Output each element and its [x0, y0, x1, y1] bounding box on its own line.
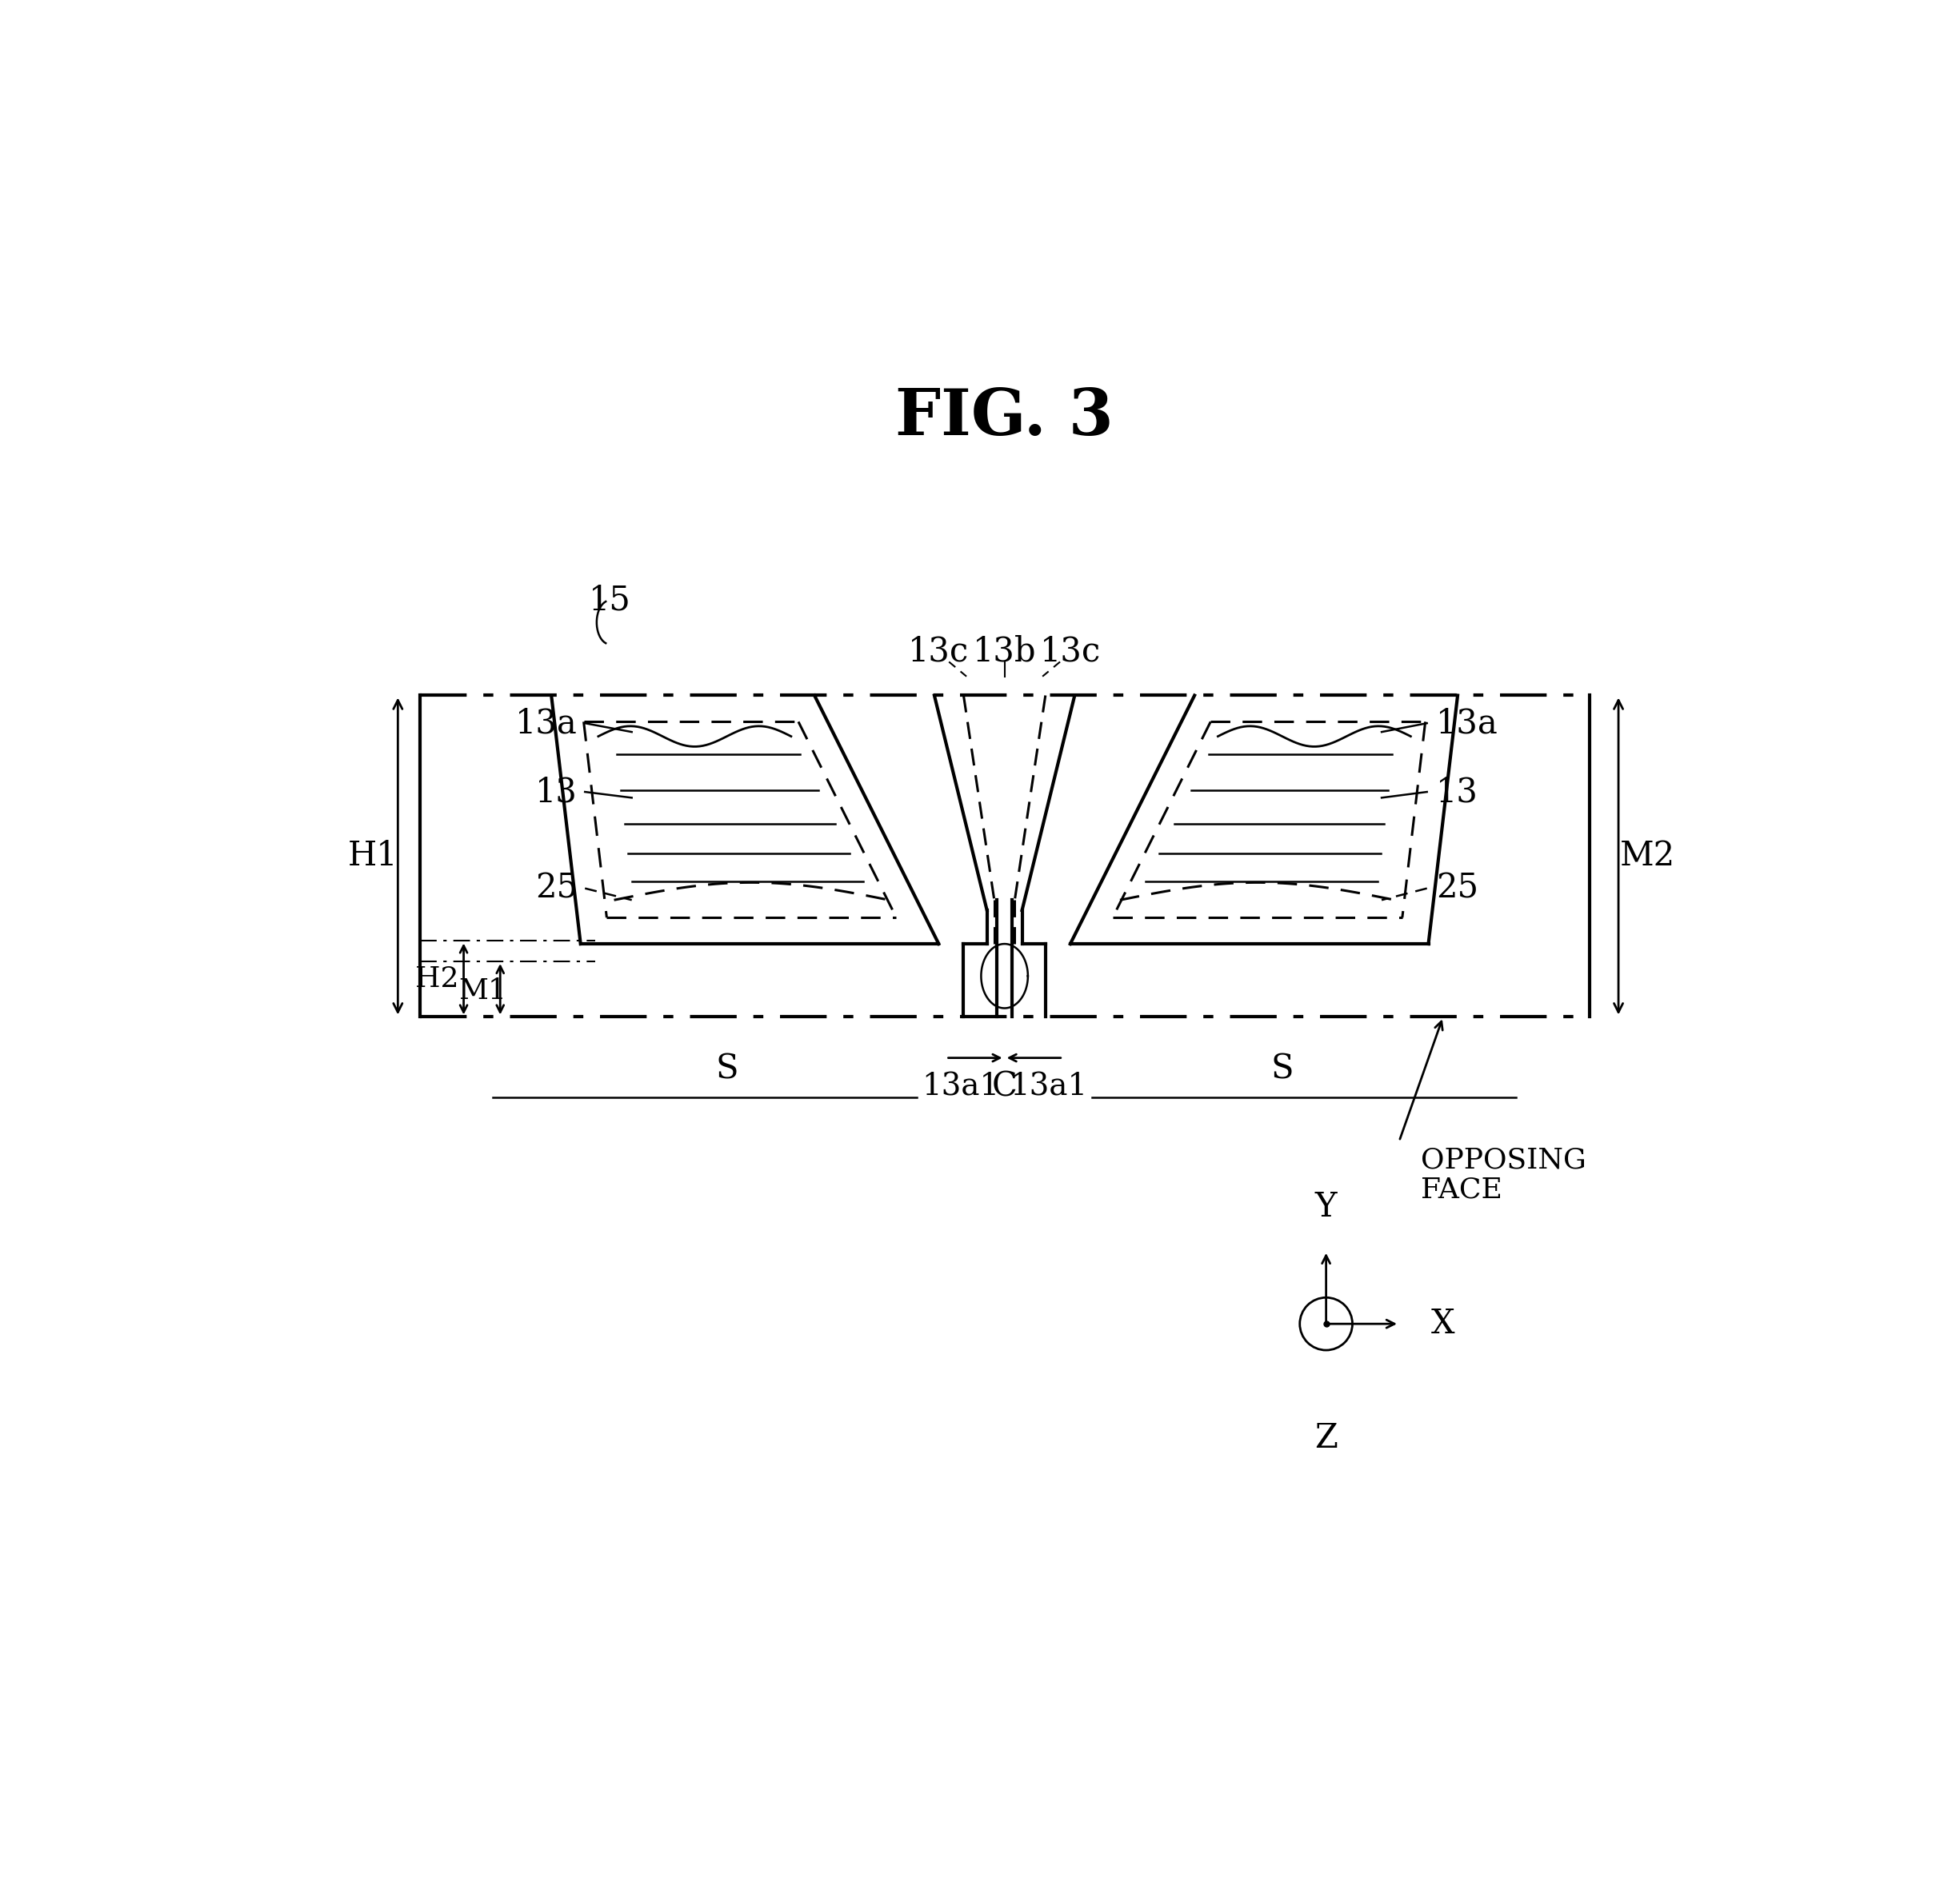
Text: OPPOSING: OPPOSING — [1421, 1146, 1586, 1173]
Text: 13c: 13c — [907, 634, 970, 668]
Text: H2: H2 — [416, 966, 459, 993]
Text: 13a: 13a — [1437, 706, 1497, 740]
Text: Y: Y — [1315, 1190, 1337, 1224]
Text: 13a: 13a — [515, 706, 578, 740]
Text: 15: 15 — [588, 585, 631, 617]
Text: M2: M2 — [1621, 839, 1676, 873]
Text: Z: Z — [1315, 1422, 1337, 1454]
Text: C: C — [992, 1070, 1017, 1103]
Text: 13a1: 13a1 — [921, 1072, 1000, 1103]
Text: 13a1: 13a1 — [1009, 1072, 1088, 1103]
Text: 13: 13 — [535, 774, 578, 809]
Text: 13c: 13c — [1039, 634, 1102, 668]
Text: FIG. 3: FIG. 3 — [896, 387, 1113, 450]
Text: S: S — [715, 1051, 739, 1086]
Text: 13: 13 — [1437, 774, 1478, 809]
Text: FACE: FACE — [1421, 1175, 1503, 1203]
Text: S: S — [1270, 1051, 1294, 1086]
Text: M1: M1 — [459, 977, 506, 1004]
Text: 25: 25 — [1437, 871, 1478, 905]
Text: 13b: 13b — [972, 634, 1037, 668]
Text: 25: 25 — [535, 871, 578, 905]
Text: X: X — [1431, 1308, 1454, 1340]
Text: H1: H1 — [349, 839, 398, 873]
